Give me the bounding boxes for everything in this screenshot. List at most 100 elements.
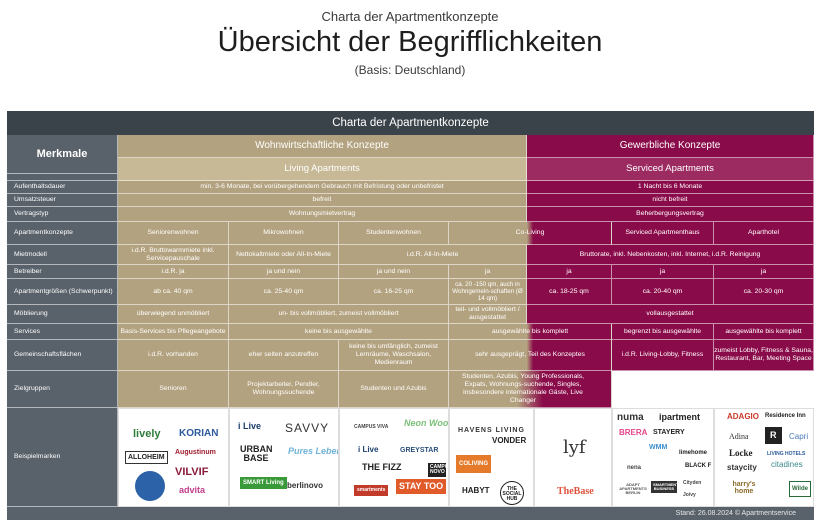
services-coliving: ausgewählte bis komplett — [449, 324, 612, 340]
row-label-betreiber: Betreiber — [7, 265, 118, 279]
aufenthalt-serviced: 1 Nacht bis 6 Monate — [527, 181, 814, 194]
konzept-aparthotel: Aparthotel — [714, 222, 814, 245]
moeblierung-mikro-studenten: un- bis vollmöbliert, zumeist vollmöblie… — [229, 305, 449, 324]
brand-logo: TheBase — [557, 486, 594, 497]
brands-coliving: HAVENS LIVING VONDER COLIVING HABYT THE … — [449, 408, 534, 507]
konzept-mikro: Mikrowohnen — [229, 222, 339, 245]
brands-senioren: lively KORIAN ALLOHEIM Augustinum VILVIF… — [118, 408, 229, 507]
brand-logo: Pures Leben — [288, 446, 339, 456]
services-serviced-apartmenthaus: begrenzt bis ausgewählte — [612, 324, 714, 340]
merkmale-header: Merkmale — [7, 135, 118, 174]
brand-logo: limehome — [679, 450, 708, 456]
brand-logo: Augustinum — [175, 449, 216, 456]
umsatzsteuer-serviced: nicht befreit — [527, 194, 814, 207]
brand-logo: THE FIZZ — [362, 462, 402, 472]
gemeinschaft-aparthotel: zumeist Lobby, Fitness & Sauna, Restaura… — [714, 340, 814, 371]
brand-logo: CAMPO NOVO — [428, 463, 449, 477]
brand-logo: Adina — [729, 432, 749, 441]
betreiber-coliving-serviced: ja — [527, 265, 612, 279]
betreiber-mikro: ja und nein — [229, 265, 339, 279]
group-serviced-header: Gewerbliche Konzepte — [527, 135, 814, 158]
konzept-studenten: Studentenwohnen — [339, 222, 449, 245]
brand-logo: BRERA — [619, 428, 648, 437]
brand-logo: lively — [133, 428, 161, 440]
groesse-senioren: ab ca. 40 qm — [118, 279, 229, 305]
row-label-beispielmarken: Beispielmarken — [7, 408, 118, 507]
services-senioren: Basis-Services bis Pflegeangebote — [118, 324, 229, 340]
brand-logo: SMART Living — [240, 477, 287, 489]
brand-logo: STAY TOO — [396, 479, 447, 494]
row-label-konzepte: Apartmentkonzepte — [7, 222, 118, 245]
brand-logo: staycity — [727, 463, 757, 472]
row-label-vertragstyp: Vertragstyp — [7, 207, 118, 222]
brands-serviced-apartmenthaus: numa ipartment BRERA STAYERY WMM limehom… — [612, 408, 714, 507]
services-aparthotel: ausgewählte bis komplett — [714, 324, 814, 340]
row-label-groessen: Apartmentgrößen (Schwerpunkt) — [7, 279, 118, 305]
brand-logo: CAMPUS VIVA — [354, 424, 389, 430]
betreiber-serviced-apartmenthaus: ja — [612, 265, 714, 279]
brand-logo: Cityden — [683, 480, 702, 486]
brand-logo: COLIVING — [456, 455, 492, 473]
konzept-serviced-apartmenthaus: Serviced Apartmenthaus — [612, 222, 714, 245]
ziel-serviced: Geschäftsreisende, Projektarbeiter, Work… — [626, 377, 800, 401]
row-label-mietmodell: Mietmodell — [7, 245, 118, 265]
groesse-coliving-serviced: ca. 18-25 qm — [527, 279, 612, 305]
moeblierung-serviced: vollausgestattet — [527, 305, 814, 324]
charta-table: Charta der Apartmentkonzepte Merkmale Wo… — [7, 111, 814, 520]
brand-logo: lyf — [563, 437, 586, 458]
mietmodell-studenten: i.d.R. All-In-Miete — [339, 245, 527, 265]
table-title-bar: Charta der Apartmentkonzepte — [7, 111, 814, 135]
row-label-aufenthalt: Aufenthaltsdauer — [7, 181, 118, 194]
brand-logo: LIVING HOTELS — [767, 451, 806, 457]
ziel-senioren: Senioren — [118, 371, 229, 408]
mietmodell-senioren: i.d.R. Bruttowarmmiete inkl. Servicepaus… — [118, 245, 229, 265]
row-label-gemeinschaft: Gemeinschaftsflächen — [7, 340, 118, 371]
brand-logo: i Live — [238, 421, 262, 431]
brand-circle-logo — [135, 471, 165, 501]
group-living-header: Wohnwirtschaftliche Konzepte — [118, 135, 527, 158]
brand-logo: R — [765, 427, 782, 444]
moeblierung-coliving: teil- und vollmöbliert / ausgestattet — [449, 305, 527, 324]
brand-logo: SAVVY — [285, 421, 330, 435]
vertragstyp-living: Wohnungsmietvertrag — [118, 207, 527, 222]
brand-logo: i Live — [358, 445, 379, 454]
brand-logo: Residence Inn — [765, 413, 806, 419]
brand-logo: VILVIF — [175, 466, 209, 478]
brand-logo: STAYERY — [653, 429, 685, 436]
groesse-serviced-apartmenthaus: ca. 20-40 qm — [612, 279, 714, 305]
table-footer: Stand: 26.08.2024 © Apartmentservice — [7, 507, 814, 520]
brands-coliving-serviced: lyf TheBase — [534, 408, 612, 507]
brand-logo: VONDER — [492, 436, 527, 445]
row-label-moeblierung: Möblierung — [7, 305, 118, 324]
brand-logo: Joivy — [683, 492, 696, 498]
brand-logo: nena — [627, 465, 642, 471]
brand-logo: ADAGIO — [727, 412, 759, 421]
brand-logo: THE SOCIAL HUB — [500, 481, 524, 505]
basis-note: (Basis: Deutschland) — [354, 63, 466, 77]
betreiber-senioren: i.d.R. ja — [118, 265, 229, 279]
betreiber-studenten: ja und nein — [339, 265, 449, 279]
brand-logo: GREYSTAR — [400, 447, 439, 454]
row-label-services: Services — [7, 324, 118, 340]
mietmodell-mikro: Nettokaltmiete oder All-In-Miete — [229, 245, 339, 265]
betreiber-coliving: ja — [449, 265, 527, 279]
brand-logo: Capri — [789, 432, 809, 441]
brands-aparthotel: ADAGIO Residence Inn Adina R Capri Locke… — [714, 408, 814, 507]
ziel-coliving: Studenten, Azubis, Young Professionals, … — [449, 371, 612, 408]
groesse-studenten: ca. 16-25 qm — [339, 279, 449, 305]
brand-logo: WMM — [649, 444, 668, 451]
services-mikro-studenten: keine bis ausgewählte — [229, 324, 449, 340]
moeblierung-senioren: überwiegend unmöbliert — [118, 305, 229, 324]
brand-logo: KORIAN — [179, 428, 219, 439]
brand-logo: ALLOHEIM — [125, 451, 168, 464]
mietmodell-serviced: Bruttorate, inkl. Nebenkosten, inkl. Int… — [527, 245, 814, 265]
brand-logo: harry's home — [732, 481, 756, 495]
row-label-umsatzsteuer: Umsatzsteuer — [7, 194, 118, 207]
group-serviced-subheader: Serviced Apartments — [527, 158, 814, 181]
brand-logo: Neon Wood — [404, 418, 449, 428]
brand-logo: BLACK F — [685, 463, 712, 469]
brand-logo: URBAN BASE — [240, 444, 273, 463]
gemeinschaft-senioren: i.d.R. vorhanden — [118, 340, 229, 371]
brands-studenten: CAMPUS VIVA Neon Wood i Live GREYSTAR TH… — [339, 408, 449, 507]
aufenthalt-living: min. 3-6 Monate, bei vorübergehendem Geb… — [118, 181, 527, 194]
